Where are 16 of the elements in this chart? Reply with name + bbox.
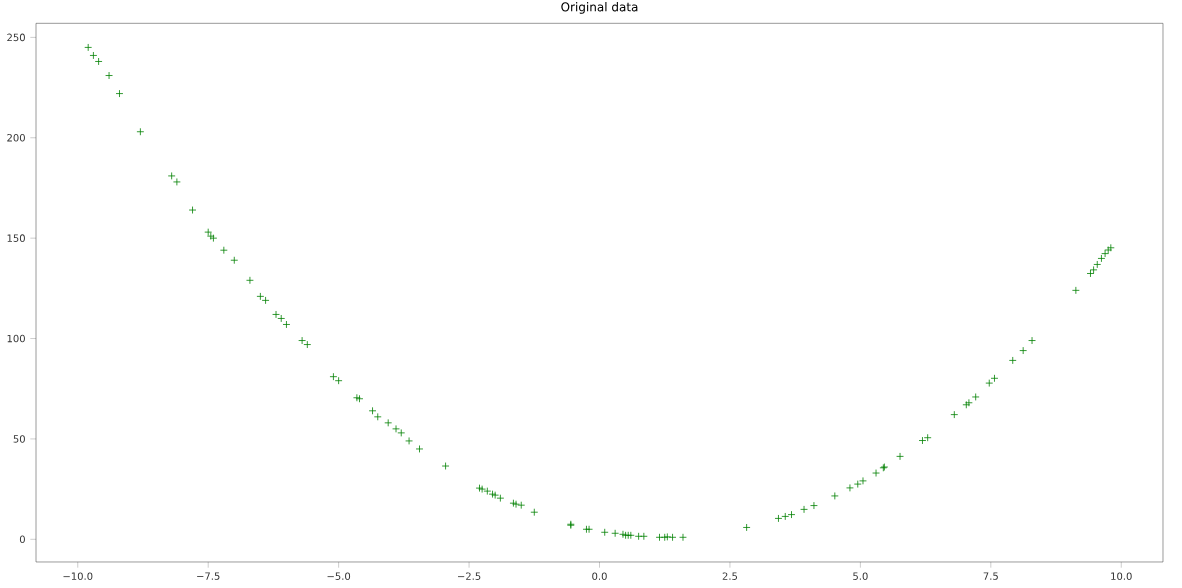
x-tick-label: −5.0 [327, 572, 351, 580]
x-tick-label: 10.0 [1111, 572, 1132, 580]
y-tick-label: 250 [7, 33, 25, 42]
chart-title: Original data [561, 2, 638, 14]
x-tick-label: −7.5 [197, 572, 220, 580]
y-tick-label: 150 [7, 234, 25, 242]
x-tick-label: 5.0 [853, 572, 868, 580]
y-tick-label: 0 [19, 535, 25, 544]
x-tick-label: 2.5 [722, 572, 738, 580]
x-tick-label: −10.0 [63, 572, 93, 580]
y-tick-label: 50 [13, 435, 25, 443]
x-tick-label: 0.0 [592, 572, 607, 580]
x-tick-label: 7.5 [983, 572, 998, 580]
y-tick-label: 200 [7, 133, 25, 142]
x-tick-label: −2.5 [457, 572, 481, 580]
y-tick-label: 100 [7, 334, 25, 343]
